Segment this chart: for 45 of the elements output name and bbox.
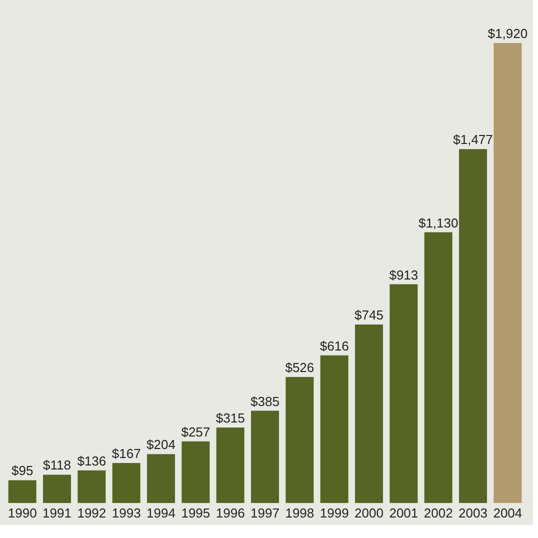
data-label: $1,920	[488, 26, 528, 41]
x-tick-label: 2001	[389, 506, 418, 520]
data-label: $204	[146, 437, 176, 452]
bar	[8, 480, 36, 503]
data-label: $745	[354, 308, 384, 323]
bar	[78, 470, 106, 503]
bar	[459, 149, 487, 503]
bar	[286, 376, 314, 503]
data-label: $1,130	[418, 215, 458, 230]
data-label: $315	[216, 410, 245, 426]
data-label: $136	[77, 453, 106, 468]
data-label: $526	[285, 360, 314, 375]
x-tick-label: 1998	[285, 506, 314, 520]
data-label: $257	[181, 424, 210, 440]
x-tick-label: 2004	[493, 506, 522, 520]
bar	[320, 355, 348, 503]
data-label: $616	[320, 338, 349, 354]
bar	[216, 428, 244, 503]
x-tick-label: 1995	[181, 506, 210, 520]
data-label: $1,477	[453, 132, 493, 148]
data-label: $167	[112, 446, 141, 461]
x-tick-label: 1990	[8, 506, 37, 520]
bar	[182, 441, 210, 503]
x-tick-label: 2000	[354, 506, 384, 520]
x-tick-label: 1991	[42, 506, 72, 520]
bar	[251, 410, 279, 503]
data-label: $913	[389, 267, 418, 282]
bar	[390, 284, 418, 503]
bar	[43, 474, 71, 503]
bar	[494, 43, 522, 503]
x-tick-label: 1999	[320, 506, 349, 520]
x-tick-label: 1992	[77, 506, 106, 520]
x-tick-label: 1997	[250, 506, 280, 520]
bar	[112, 462, 140, 503]
x-tick-label: 2002	[424, 506, 453, 520]
x-tick-label: 2003	[458, 506, 488, 520]
data-label: $118	[43, 458, 71, 473]
bar	[355, 324, 383, 503]
x-tick-label: 1994	[146, 506, 176, 520]
data-label: $95	[11, 463, 34, 478]
bar	[147, 454, 175, 503]
data-label: $385	[250, 394, 280, 409]
x-tick-label: 1993	[112, 506, 141, 520]
bar	[424, 232, 452, 503]
x-tick-label: 1996	[216, 506, 245, 520]
